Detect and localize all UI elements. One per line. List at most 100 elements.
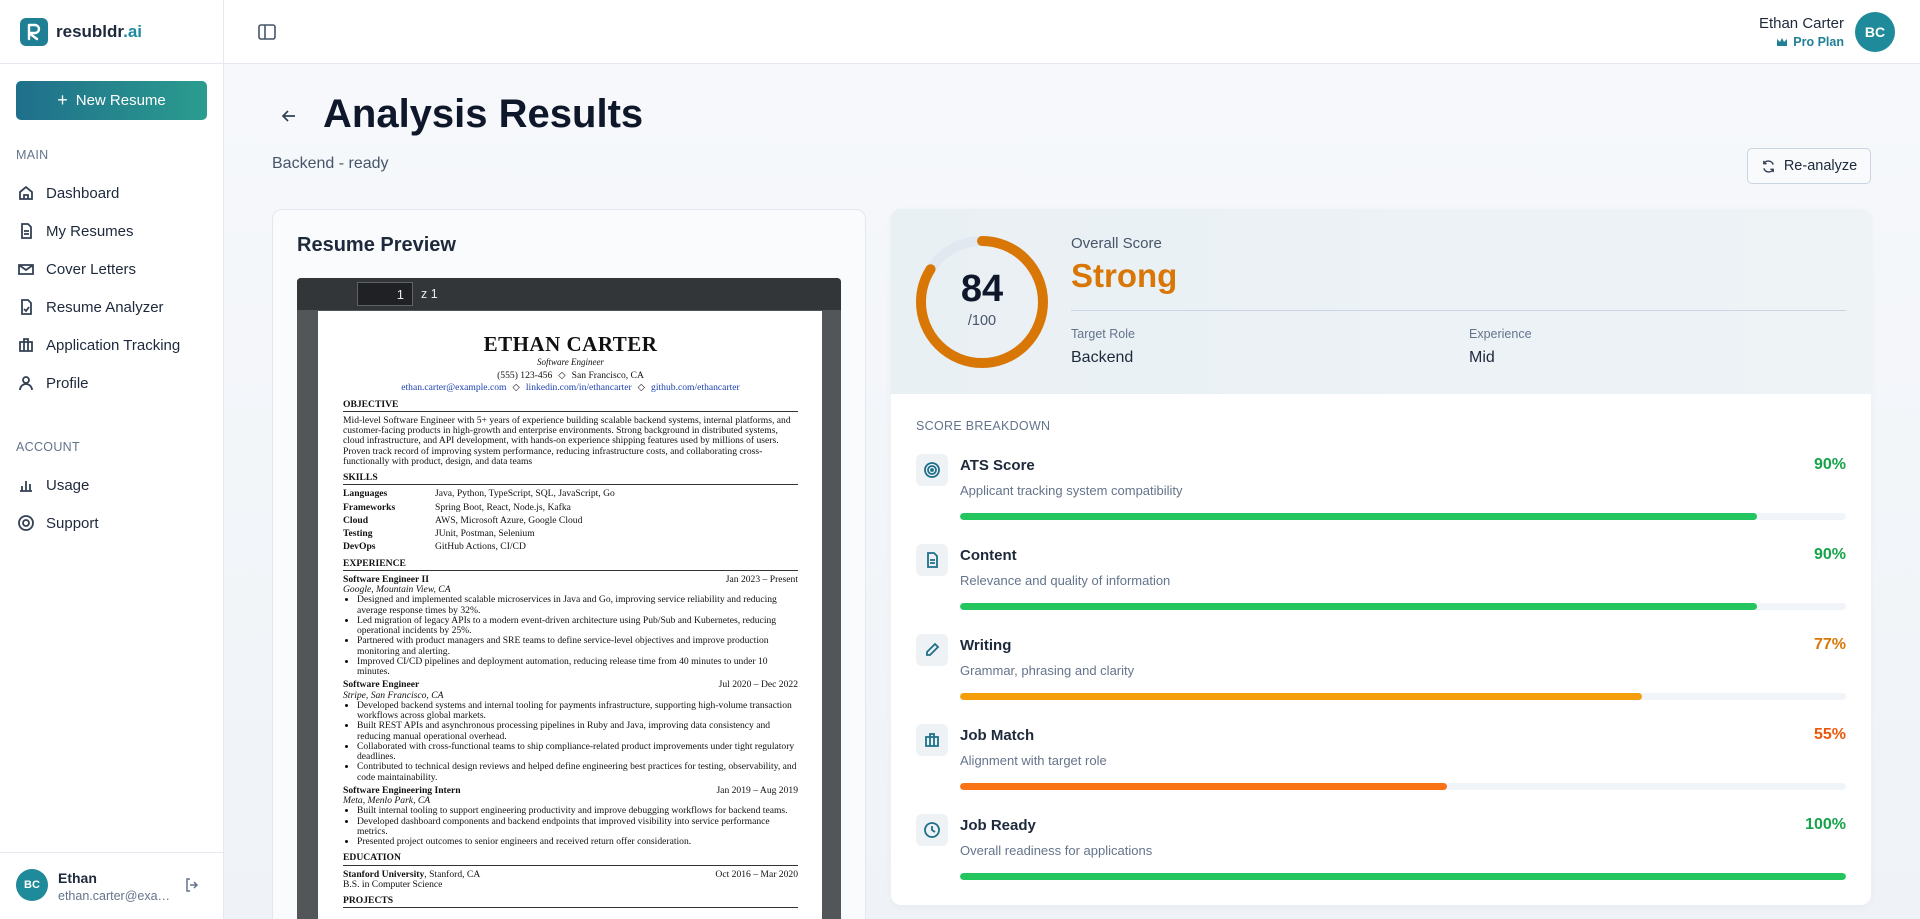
- divider: [0, 63, 224, 64]
- brand-text: resubldr.ai: [56, 22, 142, 42]
- experience: Mid: [1469, 349, 1495, 366]
- skill-value: Spring Boot, React, Node.js, Kafka: [435, 501, 571, 513]
- progress-fill: [960, 783, 1448, 790]
- nav-label: Profile: [46, 374, 89, 392]
- icon: [926, 642, 940, 656]
- job-bullet: Developed backend systems and internal t…: [357, 700, 798, 722]
- edu-header: Stanford University, Stanford, CA Oct 201…: [343, 868, 798, 880]
- user-name: Ethan: [58, 870, 97, 886]
- nav-item[interactable]: My Resumes: [18, 216, 208, 246]
- button-label: New Resume: [75, 92, 166, 109]
- brand-suffix: .ai: [123, 22, 142, 41]
- job-title: Software Engineer II: [343, 573, 429, 585]
- nav-item[interactable]: Usage: [18, 470, 208, 500]
- edu-school-line: Stanford University, Stanford, CA: [343, 868, 481, 880]
- nav-label: Application Tracking: [46, 336, 181, 354]
- skill-label: Languages: [343, 488, 388, 500]
- job-bullet: Developed dashboard components and backe…: [357, 816, 798, 838]
- page-title: Analysis Results: [323, 92, 644, 136]
- progress-track: [960, 603, 1846, 610]
- reanalyze-button[interactable]: Re-analyze: [1747, 148, 1871, 184]
- nav-label: Usage: [46, 476, 90, 494]
- linkedin-link[interactable]: linkedin.com/in/ethancarter: [525, 382, 632, 394]
- item-name: ATS Score: [960, 457, 1035, 474]
- job-dates: Jan 2023 – Present: [725, 573, 798, 585]
- page-count: z 1: [421, 287, 438, 301]
- item-name: Writing: [960, 637, 1012, 654]
- nav-item[interactable]: Support: [18, 508, 208, 538]
- progress-fill: [960, 693, 1643, 700]
- score-ring: [916, 236, 1048, 368]
- score-item: Job Ready Overall readiness for applicati…: [916, 814, 1846, 904]
- job-bullet: Contributed to technical design reviews …: [357, 762, 798, 783]
- github-link[interactable]: github.com/ethancarter: [651, 382, 740, 394]
- skill-label: DevOps: [343, 541, 376, 553]
- nav-label: Support: [46, 514, 99, 532]
- item-percent: 77%: [1813, 636, 1846, 653]
- section-heading: PROJECTS: [343, 895, 798, 909]
- nav-icon: [18, 515, 34, 531]
- skill-row: Cloud AWS, Microsoft Azure, Google Cloud: [343, 514, 798, 526]
- progress-track: [960, 693, 1846, 700]
- job-bullet: Designed and implemented scalable micros…: [357, 595, 798, 616]
- divider: [0, 852, 224, 853]
- score-item: ATS Score Applicant tracking system compa…: [916, 454, 1846, 544]
- edu-location: , Stanford, CA: [424, 868, 481, 880]
- job-title: Software Engineering Intern: [343, 784, 461, 796]
- header: Ethan Carter Pro Plan BC: [224, 0, 1920, 64]
- nav-item[interactable]: Cover Letters: [18, 254, 208, 284]
- nav-item[interactable]: Dashboard: [18, 178, 208, 208]
- edu-dates: Oct 2016 – Mar 2020: [715, 868, 798, 880]
- job-bullets: Developed backend systems and internal t…: [343, 700, 798, 783]
- user-email: ethan.carter@exa…: [58, 889, 171, 903]
- pdf-viewer: 1 z 1 ETHAN CARTER Software Engineer (555)…: [297, 278, 841, 919]
- separator: ◇: [512, 382, 520, 394]
- item-icon: [916, 544, 948, 576]
- email-link[interactable]: ethan.carter@example.com: [401, 382, 507, 394]
- contact-line: (555) 123-456 ◇ San Francisco, CA: [343, 370, 798, 381]
- skill-row: Frameworks Spring Boot, React, Node.js, K…: [343, 501, 798, 513]
- page-input[interactable]: 1: [357, 282, 413, 306]
- job-header: Software Engineer II Jan 2023 – Present: [343, 573, 798, 585]
- item-description: Applicant tracking system compatibility: [960, 483, 1183, 498]
- logo-icon: [20, 18, 48, 46]
- nav-item[interactable]: Resume Analyzer: [18, 292, 208, 322]
- item-percent: 90%: [1813, 456, 1846, 473]
- item-percent: 55%: [1813, 726, 1846, 743]
- rating: Strong: [1071, 257, 1178, 294]
- user-avatar[interactable]: BC: [16, 869, 48, 901]
- job-company: Google, Mountain View, CA: [343, 584, 451, 596]
- logout-icon[interactable]: [184, 877, 200, 893]
- skill-label: Testing: [343, 528, 373, 540]
- job-bullet: Presented project outcomes to senior eng…: [357, 836, 798, 847]
- new-resume-button[interactable]: + New Resume: [16, 81, 207, 120]
- ring-arc: [916, 236, 1048, 368]
- job-dates: Jan 2019 – Aug 2019: [716, 784, 798, 796]
- breakdown-title: SCORE BREAKDOWN: [916, 419, 1051, 433]
- skill-row: DevOps GitHub Actions, CI/CD: [343, 541, 798, 553]
- skill-value: AWS, Microsoft Azure, Google Cloud: [435, 514, 583, 526]
- links-line: ethan.carter@example.com ◇ linkedin.com/in…: [343, 383, 798, 393]
- icon: [924, 822, 940, 838]
- job-dates: Jul 2020 – Dec 2022: [718, 679, 798, 691]
- nav-item[interactable]: Profile: [18, 368, 208, 398]
- progress-fill: [960, 603, 1758, 610]
- edu-degree: B.S. in Computer Science: [343, 878, 443, 890]
- sidebar-toggle[interactable]: [258, 23, 276, 41]
- progress-fill: [960, 873, 1846, 880]
- nav-icon: [19, 376, 33, 391]
- section-heading: EDUCATION: [343, 853, 798, 866]
- job-bullets: Designed and implemented scalable micros…: [343, 595, 798, 677]
- experience-label: Experience: [1469, 327, 1532, 341]
- item-icon: [916, 814, 948, 846]
- score-summary: [891, 209, 1871, 394]
- progress-track: [960, 873, 1846, 880]
- back-button[interactable]: [280, 107, 298, 125]
- crown-icon: [1777, 38, 1788, 46]
- item-description: Grammar, phrasing and clarity: [960, 663, 1135, 678]
- nav-item[interactable]: Application Tracking: [18, 330, 208, 360]
- header-avatar[interactable]: BC: [1855, 12, 1895, 52]
- section-heading: EXPERIENCE: [343, 558, 798, 571]
- brand[interactable]: resubldr.ai: [20, 18, 142, 46]
